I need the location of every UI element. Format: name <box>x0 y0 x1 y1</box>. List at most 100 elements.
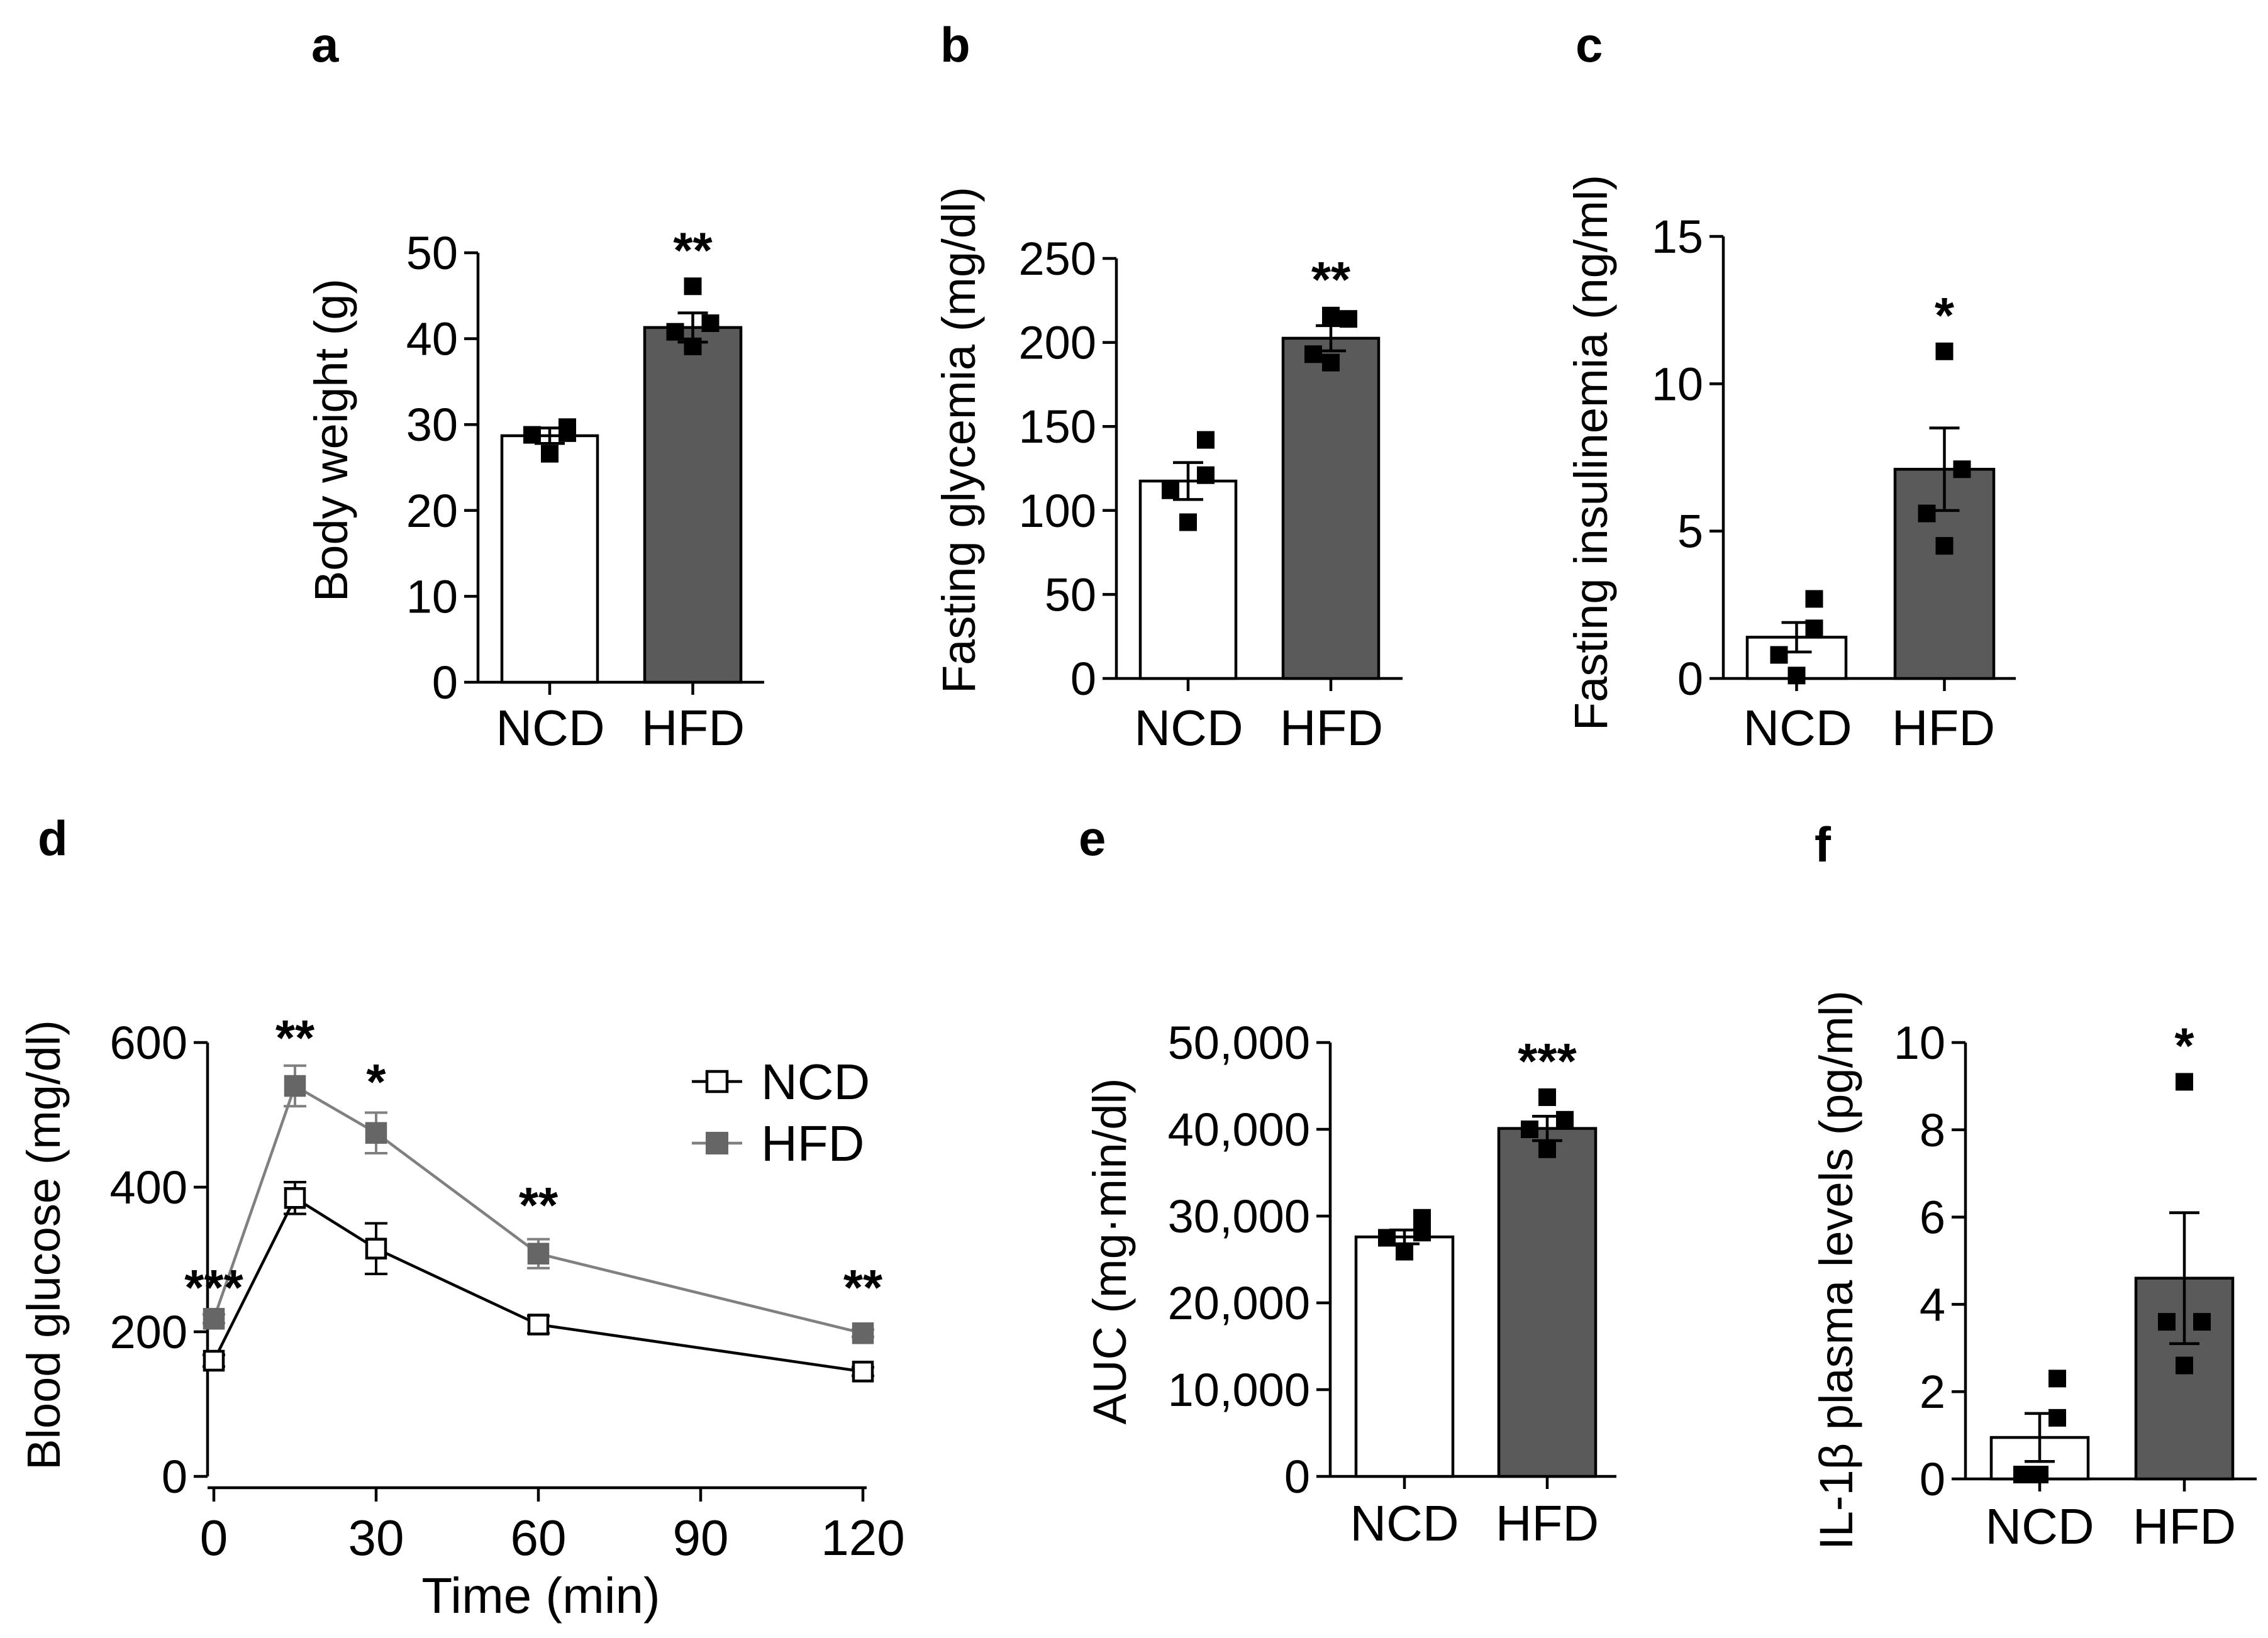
panel-label-a: a <box>311 17 339 72</box>
data-point <box>1935 537 1954 555</box>
y-tick-label: 100 <box>1019 485 1096 537</box>
panel-label-c: c <box>1576 17 1603 72</box>
data-point-ncd <box>284 1187 306 1209</box>
data-point <box>2031 1466 2048 1484</box>
data-point <box>1179 513 1197 531</box>
data-point <box>684 337 702 355</box>
bar-ncd <box>1138 479 1238 680</box>
data-point-hfd <box>527 1242 550 1265</box>
data-point <box>1396 1242 1413 1261</box>
data-point <box>1918 504 1936 523</box>
y-tick-label: 0 <box>162 1451 187 1503</box>
y-tick-label: 30 <box>406 399 458 451</box>
y-tick-label: 10 <box>1894 1017 1945 1069</box>
y-tick-label: 8 <box>1920 1104 1945 1156</box>
x-category-ncd-e: NCD <box>1350 1495 1459 1551</box>
data-point <box>1770 646 1788 664</box>
data-point <box>666 323 684 341</box>
x-category-hfd-f: HFD <box>2133 1498 2236 1554</box>
significance-marker: ** <box>275 1010 315 1066</box>
data-point-ncd <box>203 1349 225 1372</box>
y-tick-label: 0 <box>1070 653 1096 705</box>
data-point-hfd <box>203 1308 225 1330</box>
data-point <box>1197 466 1215 484</box>
data-point <box>2048 1370 2066 1388</box>
panel-e: e 0 10,000 20,000 30,000 40,000 50,000 *** AUC… <box>1079 811 1616 1551</box>
panel-label-b: b <box>940 17 970 72</box>
x-tick-label: 90 <box>673 1510 729 1566</box>
significance-marker: *** <box>184 1259 243 1315</box>
y-tick-label: 10 <box>1652 358 1703 410</box>
legend: NCD HFD <box>692 1054 870 1171</box>
significance-marker: ** <box>519 1177 559 1233</box>
significance-marker: ** <box>673 222 713 278</box>
x-category-hfd-a: HFD <box>642 700 745 756</box>
y-tick-label: 40,000 <box>1168 1104 1310 1156</box>
bar-hfd <box>643 326 743 684</box>
data-point <box>1805 590 1823 608</box>
data-point-hfd <box>284 1075 306 1097</box>
legend-hfd-marker <box>706 1132 728 1154</box>
significance-marker: *** <box>1518 1033 1577 1089</box>
data-point <box>1322 306 1340 324</box>
x-tick-label: 120 <box>821 1510 904 1566</box>
y-tick-label: 50 <box>406 227 458 279</box>
panel-b: b 0 50 100 150 200 250 ** Fasting glycemia (mg… <box>933 17 1403 756</box>
y-tick-label: 20,000 <box>1168 1277 1310 1329</box>
x-tick-label: 60 <box>511 1510 567 1566</box>
legend-hfd-label: HFD <box>761 1115 864 1171</box>
panel-label-f: f <box>1815 817 1832 872</box>
y-tick-label: 0 <box>1920 1453 1945 1505</box>
panel-a: a 0 10 20 30 40 50 ** Body weight (g) NCD HFD <box>305 17 764 756</box>
y-tick-label: 50 <box>1045 568 1096 621</box>
y-tick-label: 0 <box>1284 1451 1310 1503</box>
data-point <box>1413 1209 1431 1227</box>
data-point <box>1538 1140 1556 1158</box>
y-tick-label: 10 <box>406 570 458 623</box>
y-tick-label: 2 <box>1920 1366 1945 1418</box>
data-point <box>523 426 541 444</box>
x-tick-label: 30 <box>348 1510 404 1566</box>
panel-label-e: e <box>1079 811 1106 866</box>
x-category-hfd-e: HFD <box>1496 1495 1599 1551</box>
y-tick-label: 10,000 <box>1168 1364 1310 1416</box>
y-tick-label: 6 <box>1920 1192 1945 1244</box>
data-point <box>701 314 720 333</box>
y-tick-label: 250 <box>1019 233 1096 285</box>
x-tick-label: 0 <box>200 1510 228 1566</box>
data-point <box>1304 345 1322 363</box>
data-point <box>1413 1224 1431 1242</box>
bar-hfd <box>1497 1127 1598 1478</box>
data-point <box>559 424 576 442</box>
y-tick-label: 4 <box>1920 1278 1945 1331</box>
x-category-ncd-c: NCD <box>1743 700 1852 756</box>
significance-marker: ** <box>1311 252 1351 307</box>
data-point <box>684 277 702 296</box>
significance-marker: ** <box>843 1259 883 1315</box>
data-point <box>1197 431 1215 449</box>
data-point <box>2158 1313 2176 1331</box>
data-point <box>1935 342 1954 360</box>
data-point-ncd <box>527 1314 550 1336</box>
data-point <box>1538 1088 1556 1106</box>
x-category-ncd-a: NCD <box>496 700 604 756</box>
y-axis-label-d: Blood glucose (mg/dl) <box>18 1020 70 1470</box>
data-point <box>1378 1229 1396 1247</box>
data-point <box>2193 1313 2211 1331</box>
y-tick-label: 200 <box>110 1306 187 1358</box>
bar-ncd <box>500 434 599 684</box>
data-point <box>1340 310 1357 328</box>
panel-label-d: d <box>38 811 68 866</box>
x-category-ncd-f: NCD <box>1985 1498 2094 1554</box>
y-axis-label-e: AUC (mg·min/dl) <box>1084 1078 1136 1425</box>
data-point-hfd <box>365 1122 387 1144</box>
data-point-hfd <box>852 1322 874 1344</box>
y-tick-label: 15 <box>1652 211 1703 263</box>
y-axis-label-a: Body weight (g) <box>305 279 357 602</box>
data-point <box>1805 619 1823 638</box>
x-axis-label-d: Time (min) <box>421 1568 660 1624</box>
y-tick-label: 30,000 <box>1168 1190 1310 1242</box>
x-category-ncd-b: NCD <box>1134 700 1243 756</box>
data-point <box>1556 1110 1574 1129</box>
